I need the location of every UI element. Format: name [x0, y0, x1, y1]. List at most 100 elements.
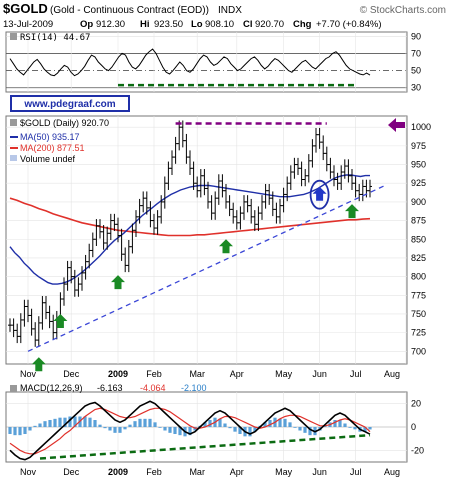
- macd-hist-bar: [158, 427, 162, 428]
- low-label: Lo: [191, 19, 203, 30]
- high-label: Hi: [140, 19, 150, 30]
- macd-hist-bar: [123, 427, 127, 430]
- macd-legend-hist: -2.100: [181, 383, 207, 393]
- brand-box-frame: [10, 95, 130, 112]
- up-arrow-marker: [111, 275, 125, 290]
- symbol-title: $GOLD: [3, 1, 48, 16]
- macd-hist-bar: [63, 417, 67, 427]
- macd-support-dash-line: [39, 433, 371, 460]
- macd-x-tick-label: Apr: [230, 467, 244, 477]
- macd-x-tick-label: Jun: [312, 467, 327, 477]
- exchange-label: INDX: [218, 5, 242, 16]
- macd-hist-bar: [368, 427, 372, 430]
- macd-x-tick-label: Jul: [350, 467, 362, 477]
- macd-legend-macd: -6.163: [97, 383, 123, 393]
- macd-hist-bar: [248, 427, 252, 437]
- rsi-series-line: [9, 48, 371, 77]
- macd-hist-bar: [168, 427, 172, 433]
- support-trendline: [27, 184, 386, 352]
- price-tick-label: 950: [411, 160, 426, 170]
- macd-legend-prefix: MACD(12,26,9): [20, 383, 83, 393]
- macd-legend-swatch: [10, 385, 17, 392]
- resistance-pointer-arrow: [388, 117, 405, 132]
- rsi-legend-swatch: [10, 33, 17, 40]
- macd-hist-bar: [8, 427, 12, 434]
- price-tick-label: 925: [411, 178, 426, 188]
- macd-hist-bar: [163, 427, 167, 431]
- macd-hist-bar: [263, 422, 267, 427]
- brand-box-text: www.pdegraaf.com: [23, 99, 115, 110]
- macd-hist-bar: [103, 427, 107, 429]
- macd-legend: MACD(12,26,9) -6.163 -4.064 -2.100: [10, 383, 207, 393]
- close-value: 920.70: [255, 19, 284, 30]
- macd-hist-bar: [288, 422, 292, 427]
- volume-legend-label: Volume undef: [20, 154, 76, 164]
- low-value: 908.10: [205, 19, 234, 30]
- macd-hist-bar: [238, 427, 242, 434]
- price-tick-label: 800: [411, 272, 426, 282]
- macd-x-tick-label: May: [275, 467, 293, 477]
- macd-tick-label: 0: [411, 422, 416, 432]
- price-tick-label: 825: [411, 253, 426, 263]
- macd-hist-bar: [73, 416, 77, 427]
- price-legend-swatch: [10, 119, 17, 126]
- macd-hist-bar: [343, 423, 347, 427]
- macd-x-tick-label: Mar: [189, 467, 205, 477]
- instrument-name: (Gold - Continuous Contract (EOD)): [50, 5, 209, 16]
- blue-up-arrow: [312, 186, 327, 201]
- macd-hist-bar: [333, 420, 337, 427]
- price-tick-label: 700: [411, 346, 426, 356]
- macd-hist-bar: [93, 420, 97, 427]
- price-tick-label: 975: [411, 141, 426, 151]
- price-x-tick-label: Mar: [189, 369, 205, 379]
- price-tick-label: 775: [411, 290, 426, 300]
- macd-legend-signal: -4.064: [140, 383, 166, 393]
- macd-hist-bar: [128, 424, 132, 427]
- rsi-frame: [5, 31, 408, 93]
- macd-hist-bar: [278, 418, 282, 427]
- ma200-legend-label: MA(200) 877.51: [20, 143, 85, 153]
- macd-hist-bar: [68, 416, 72, 427]
- macd-line: [9, 400, 371, 461]
- quote-date: 13-Jul-2009: [3, 19, 53, 30]
- macd-hist-bar: [208, 420, 212, 427]
- macd-hist-bar: [298, 427, 302, 431]
- rsi-panel: 30 50 70 90 RSI(14) 44.67: [5, 31, 421, 93]
- macd-hist-bar: [38, 423, 42, 427]
- macd-x-tick-label: Aug: [384, 467, 400, 477]
- macd-hist-bar: [178, 427, 182, 436]
- macd-hist-bar: [28, 427, 32, 431]
- macd-hist-bar: [323, 425, 327, 427]
- macd-hist-bar: [23, 427, 27, 434]
- price-tick-label: 900: [411, 197, 426, 207]
- macd-hist-bar: [338, 420, 342, 427]
- price-x-tick-label: May: [275, 369, 293, 379]
- macd-panel: -20 0 20 Nov Dec 2009 Feb Mar Apr May Jun Jul Aug M…: [5, 383, 424, 477]
- price-tick-label: 1000: [411, 122, 431, 132]
- rsi-tick-label: 50: [411, 66, 421, 76]
- macd-hist-bar: [83, 416, 87, 427]
- macd-hist-bar: [303, 427, 307, 433]
- high-value: 923.50: [154, 19, 183, 30]
- macd-hist-bar: [58, 417, 62, 427]
- macd-hist-bar: [173, 427, 177, 434]
- price-x-tick-label: Nov: [20, 369, 37, 379]
- macd-hist-bar: [253, 427, 257, 432]
- rsi-tick-label: 30: [411, 83, 421, 93]
- macd-hist-bar: [218, 418, 222, 427]
- macd-hist-bar: [113, 427, 117, 433]
- price-legend: $GOLD (Daily) 920.70 MA(50) 935.17 MA(20…: [10, 118, 109, 164]
- macd-tick-label: 20: [411, 399, 421, 409]
- up-arrow-marker: [345, 204, 359, 219]
- circle-highlight: [309, 179, 330, 210]
- price-x-tick-label: Jul: [350, 369, 362, 379]
- price-tick-label: 875: [411, 216, 426, 226]
- change-label: Chg: [293, 19, 312, 30]
- quote-row: 13-Jul-2009 Op 912.30 Hi 923.50 Lo 908.1…: [3, 19, 382, 30]
- price-x-tick-label: Apr: [230, 369, 244, 379]
- open-value: 912.30: [96, 19, 125, 30]
- macd-hist-bar: [48, 420, 52, 427]
- macd-hist-bar: [33, 425, 37, 427]
